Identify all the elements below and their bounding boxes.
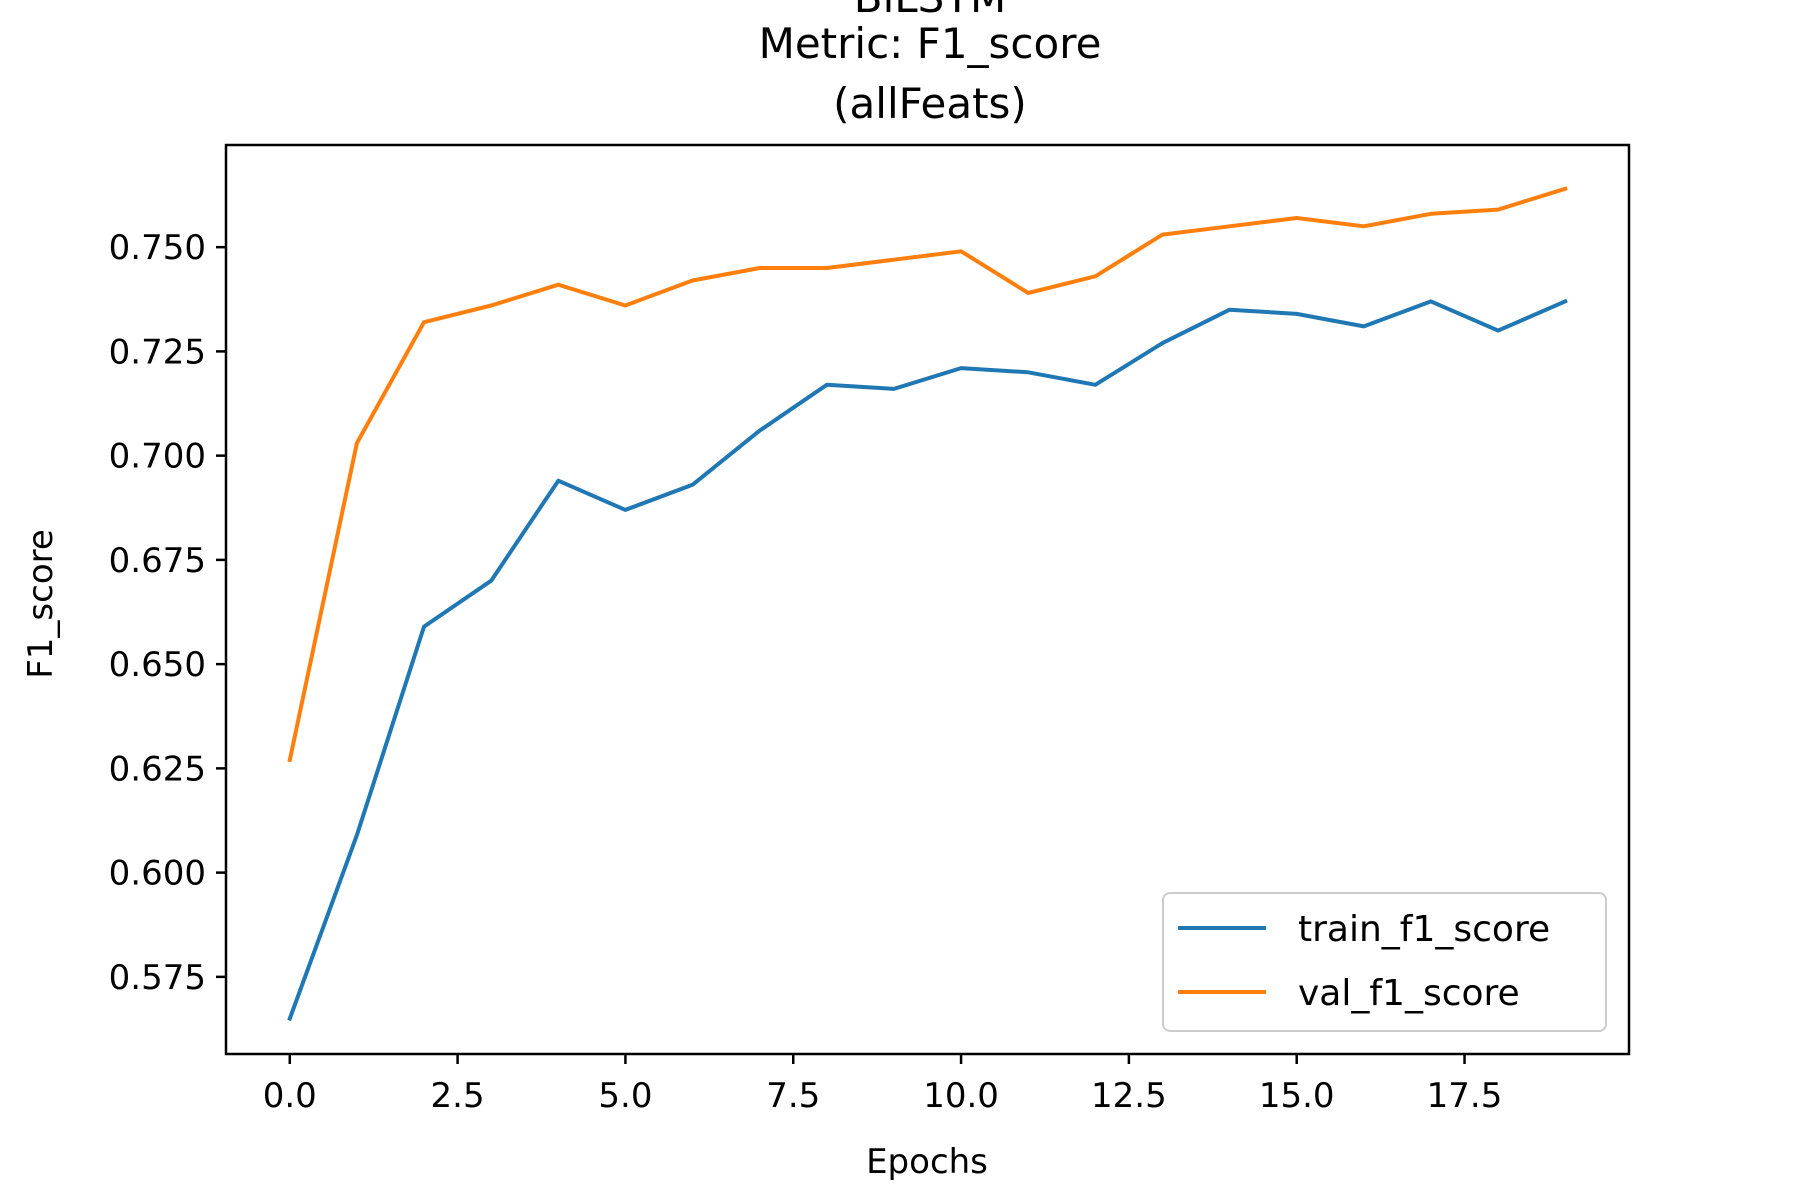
series-line-val_f1_score bbox=[287, 186, 1568, 763]
plot-area bbox=[224, 143, 1631, 1056]
x-tick-label: 5.0 bbox=[598, 1076, 652, 1116]
x-tick-label: 17.5 bbox=[1427, 1076, 1503, 1116]
x-axis-label: Epochs bbox=[866, 1142, 988, 1182]
y-tick-label: 0.650 bbox=[109, 645, 206, 685]
legend-label-train_f1_score: train_f1_score bbox=[1298, 909, 1550, 950]
x-tick-label: 7.5 bbox=[766, 1076, 820, 1116]
y-axis-label: F1_score bbox=[21, 529, 61, 679]
x-tick-label: 12.5 bbox=[1091, 1076, 1167, 1116]
y-tick-label: 0.600 bbox=[109, 854, 206, 894]
y-tick-label: 0.725 bbox=[109, 332, 206, 372]
x-axis-ticks: 0.0 2.5 5.0 7.5 10.0 12.5 15.0 17.5 bbox=[263, 1054, 1503, 1116]
y-tick-label: 0.625 bbox=[109, 749, 206, 789]
chart-title-line-2: Metric: F1_score bbox=[759, 19, 1102, 68]
chart-title-line-3: (allFeats) bbox=[833, 79, 1027, 128]
legend-label-val_f1_score: val_f1_score bbox=[1298, 973, 1520, 1014]
series-lines bbox=[287, 186, 1568, 1022]
plot-frame bbox=[224, 143, 1631, 1056]
y-tick-label: 0.575 bbox=[109, 958, 206, 998]
y-tick-label: 0.750 bbox=[109, 228, 206, 268]
chart-title: BiLSTM Metric: F1_score (allFeats) bbox=[759, 0, 1102, 128]
y-tick-label: 0.675 bbox=[109, 541, 206, 581]
x-tick-label: 15.0 bbox=[1259, 1076, 1335, 1116]
x-tick-label: 2.5 bbox=[431, 1076, 485, 1116]
y-axis-ticks: 0.575 0.600 0.625 0.650 0.675 0.700 0.725 0.750 bbox=[109, 228, 226, 998]
y-tick-label: 0.700 bbox=[109, 437, 206, 477]
series-line-train_f1_score bbox=[287, 298, 1568, 1022]
x-tick-label: 10.0 bbox=[923, 1076, 999, 1116]
chart-title-line-1: BiLSTM bbox=[854, 0, 1006, 22]
legend-box bbox=[1162, 892, 1607, 1032]
legend: train_f1_score val_f1_score bbox=[1162, 892, 1607, 1032]
x-tick-label: 0.0 bbox=[263, 1076, 317, 1116]
